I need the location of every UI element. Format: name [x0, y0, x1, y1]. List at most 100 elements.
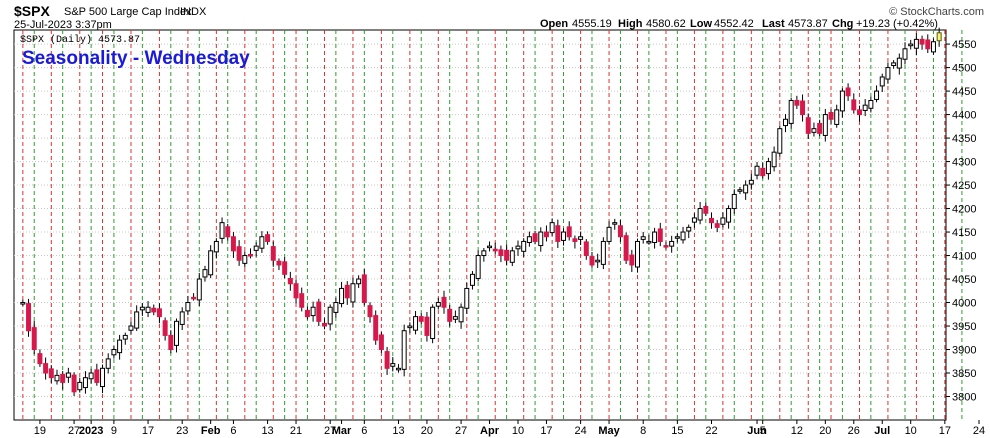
- candle-body: [253, 245, 259, 251]
- x-tick-label: Jun: [747, 425, 767, 437]
- candle-body: [839, 90, 845, 112]
- y-tick-label: 4500: [952, 63, 976, 75]
- candle-body: [760, 167, 766, 177]
- candle-body: [879, 76, 885, 87]
- x-tick-label: 19: [34, 425, 46, 437]
- x-tick-label: 9: [111, 425, 117, 437]
- candle-body: [703, 205, 709, 214]
- candle-body: [333, 302, 339, 313]
- x-tick-label: 23: [176, 425, 188, 437]
- candle-body: [828, 112, 834, 120]
- candle-body: [179, 311, 185, 325]
- candle-body: [174, 320, 180, 346]
- candle-body: [532, 233, 538, 242]
- weekday-lines: [22, 30, 963, 420]
- candle-body: [378, 334, 384, 351]
- x-tick-label: 15: [671, 425, 683, 437]
- candle-body: [435, 302, 441, 307]
- candle-body: [498, 249, 504, 257]
- candle-body: [236, 246, 242, 261]
- candle-body: [515, 245, 521, 250]
- y-tick-label: 4150: [952, 227, 976, 239]
- candle-body: [771, 151, 777, 168]
- x-tick-label: 17: [142, 425, 154, 437]
- candle-body: [714, 223, 720, 228]
- candle-body: [185, 302, 191, 312]
- candle-body: [48, 368, 54, 379]
- candle-body: [834, 109, 840, 125]
- candle-body: [276, 260, 282, 266]
- candle-body: [151, 307, 157, 313]
- index-name: S&P 500 Large Cap Index: [64, 6, 192, 18]
- x-tick-label: 13: [392, 425, 404, 437]
- candle-body: [316, 301, 322, 322]
- candle-body: [361, 274, 367, 304]
- candle-body: [709, 217, 714, 224]
- candle-body: [583, 241, 589, 257]
- candle-body: [156, 308, 162, 318]
- y-tick-label: 3800: [952, 392, 976, 404]
- candle-body: [851, 99, 857, 111]
- candle-body: [487, 245, 493, 249]
- candle-body: [367, 305, 373, 318]
- candle-body: [299, 293, 305, 308]
- candle-body: [413, 316, 419, 331]
- candle-body: [65, 372, 71, 378]
- candle-body: [743, 184, 749, 194]
- candle-body: [902, 48, 908, 60]
- candle-body: [504, 249, 510, 261]
- x-tick-label: 10: [512, 425, 524, 437]
- candle-body: [777, 128, 783, 154]
- chg-value: +19.23 (+0.42%): [856, 18, 938, 30]
- candle-body: [885, 67, 891, 80]
- candle-body: [94, 369, 100, 383]
- x-tick-label: 8: [640, 425, 646, 437]
- candle-body: [31, 327, 37, 351]
- x-tick-label: 2023: [79, 425, 103, 437]
- stockcharts-watermark: © StockCharts.com: [889, 6, 984, 18]
- x-tick-label: 27: [324, 425, 336, 437]
- candle-body: [310, 306, 316, 317]
- candle-body: [811, 128, 817, 133]
- candle-body: [287, 277, 293, 285]
- y-tick-label: 4050: [952, 274, 976, 286]
- candle-body: [162, 320, 168, 336]
- candle-body: [612, 222, 618, 225]
- candle-body: [663, 245, 669, 248]
- candle-body: [259, 236, 265, 249]
- candle-body: [134, 311, 140, 329]
- candle-body: [748, 179, 754, 185]
- plot-frame: [13, 29, 947, 421]
- x-tick-label: Jul: [874, 425, 890, 437]
- candle-body: [657, 228, 663, 242]
- candle-body: [54, 374, 60, 382]
- ohlc-readout: Open 4555.19 High 4580.62 Low 4552.42 La…: [540, 18, 938, 30]
- low-value: 4552.42: [714, 18, 754, 30]
- candle-body: [327, 306, 333, 325]
- candle-body: [680, 231, 686, 241]
- candle-body: [270, 246, 276, 261]
- candle-body: [82, 377, 88, 389]
- candle-body: [265, 234, 271, 242]
- y-tick-label: 4550: [952, 39, 976, 51]
- candle-body: [464, 287, 470, 309]
- candle-body: [105, 358, 111, 369]
- candle-body: [640, 236, 646, 240]
- candle-body: [481, 250, 487, 257]
- x-tick-label: 17: [939, 425, 951, 437]
- candle-body: [754, 165, 760, 176]
- candle-body: [543, 231, 549, 238]
- x-tick-label: 12: [791, 425, 803, 437]
- candle-body: [913, 38, 919, 49]
- candle-body: [538, 231, 544, 247]
- open-label: Open: [540, 18, 568, 30]
- candle-body: [401, 330, 407, 370]
- candle-body: [395, 367, 401, 371]
- candle-body: [674, 236, 680, 239]
- y-axis: 3800 3850 3900 3950 4000 4050 4100 4150 4200 4250…: [946, 39, 976, 404]
- last-label: Last: [762, 18, 785, 30]
- x-tick-label: 13: [261, 425, 273, 437]
- series-legend: $SPX (Daily) 4573.87: [20, 34, 140, 46]
- candle-body: [191, 296, 197, 300]
- candle-body: [373, 315, 379, 341]
